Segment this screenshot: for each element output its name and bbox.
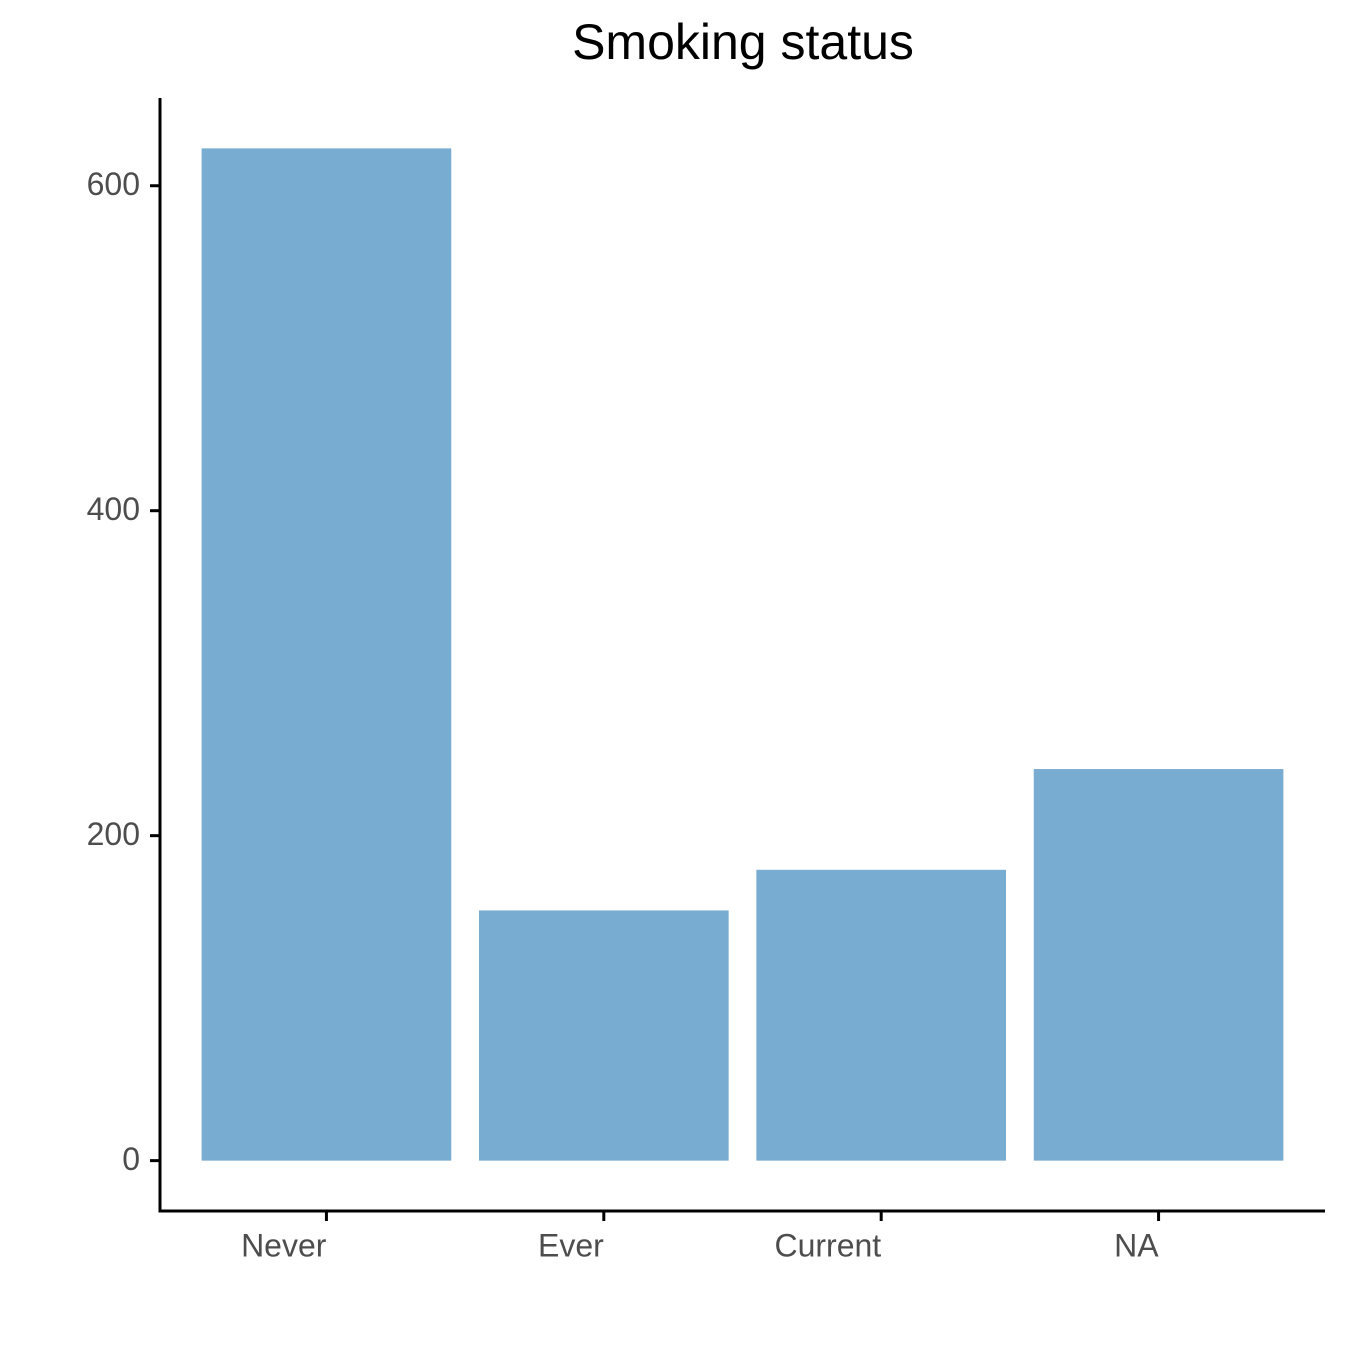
bar xyxy=(201,148,452,1161)
y-tick-label: 600 xyxy=(87,166,140,202)
x-tick-label: Ever xyxy=(538,1227,604,1263)
chart-title: Smoking status xyxy=(572,14,914,70)
bar xyxy=(1033,769,1284,1161)
y-tick-label: 400 xyxy=(87,491,140,527)
y-tick-label: 0 xyxy=(122,1141,140,1177)
x-tick-label: Current xyxy=(774,1227,881,1263)
bar xyxy=(756,869,1007,1161)
y-tick-label: 200 xyxy=(87,816,140,852)
x-tick-label: NA xyxy=(1114,1227,1159,1263)
x-tick-label: Never xyxy=(241,1227,327,1263)
bar xyxy=(478,910,729,1161)
